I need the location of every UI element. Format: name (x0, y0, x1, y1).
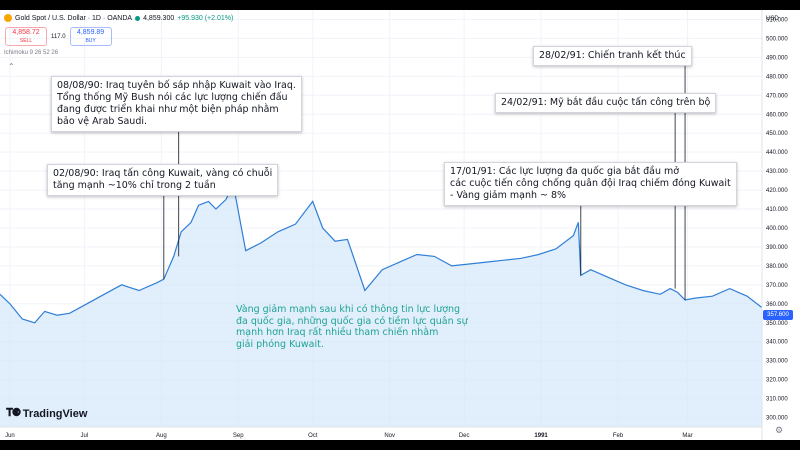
x-tick-label: Jul (81, 433, 89, 439)
y-tick-label: 490.000 (766, 55, 788, 61)
y-tick-label: 370.000 (766, 283, 788, 289)
y-tick-label: 300.000 (766, 416, 788, 422)
sell-button[interactable]: 4,858.72 SELL (5, 27, 47, 46)
commentary-note: Vàng giảm mạnh sau khi có thông tin lực … (236, 304, 468, 350)
y-tick-label: 390.000 (766, 245, 788, 251)
x-tick-label: Jun (5, 433, 15, 439)
sell-price: 4,858.72 (12, 29, 40, 36)
annotation-1990-08-02[interactable]: 02/08/90: Iraq tấn công Kuwait, vàng có … (47, 164, 279, 196)
annotation-line: 02/08/90: Iraq tấn công Kuwait, vàng có … (53, 168, 273, 179)
buy-button[interactable]: 4,859.89 BUY (69, 27, 112, 46)
annotation-line: 24/02/91: Mỹ bắt đầu cuộc tấn công trên … (501, 97, 711, 108)
annotation-line: Tổng thống Mỹ Bush nói các lực lượng chi… (57, 92, 288, 103)
market-open-icon (135, 15, 141, 21)
price-line (0, 182, 763, 324)
gear-icon[interactable]: ⚙ (775, 425, 784, 435)
annotation-line: 17/01/91: Các lực lượng đa quốc gia bắt … (450, 166, 680, 177)
y-tick-label: 470.000 (766, 93, 788, 99)
y-tick-label: 350.000 (766, 321, 788, 327)
x-tick-label: Aug (156, 433, 167, 439)
x-tick-label: Mar (682, 433, 692, 439)
annotation-line: các cuộc tiến công chống quân đội Iraq c… (450, 178, 731, 189)
last-price-tag: 357.600 (763, 310, 793, 320)
y-tick-label: 320.000 (766, 378, 788, 384)
x-tick-label: Sep (233, 433, 244, 439)
y-tick-label: 440.000 (766, 150, 788, 156)
header-change: +95.930 (+2.01%) (177, 14, 234, 22)
price-chart[interactable]: 300.000 310.000 320.000 330.000 340.000 350.0… (0, 10, 800, 440)
x-tick-label: 1991 (534, 433, 548, 439)
x-tick-label: Oct (308, 433, 318, 439)
annotation-1991-02-24[interactable]: 24/02/91: Mỹ bắt đầu cuộc tấn công trên … (495, 93, 717, 113)
y-tick-label: 430.000 (766, 169, 788, 175)
currency-label[interactable]: USD (766, 16, 779, 22)
brand-text: TradingView (22, 407, 88, 420)
y-tick-label: 450.000 (766, 131, 788, 137)
spread-value: 117.0 (51, 33, 66, 40)
annotation-line: tăng mạnh ~10% chỉ trong 2 tuần (53, 180, 216, 191)
symbol-header[interactable]: Gold Spot / U.S. Dollar · 1D · OANDA 4,8… (4, 14, 233, 22)
header-price: 4,859.300 (143, 14, 175, 22)
annotation-1991-01-17[interactable]: 17/01/91: Các lực lượng đa quốc gia bắt … (444, 162, 737, 206)
y-tick-label: 420.000 (766, 188, 788, 194)
y-tick-label: 500.000 (766, 36, 788, 42)
sell-label: SELL (19, 38, 33, 44)
y-tick-label: 400.000 (766, 226, 788, 232)
note-line: Vàng giảm mạnh sau khi có thông tin lực … (236, 304, 461, 315)
note-line: giải phóng Kuwait. (236, 338, 324, 350)
annotation-1990-08-08[interactable]: 08/08/90: Iraq tuyên bố sáp nhập Kuwait … (51, 76, 302, 132)
annotation-1991-02-28[interactable]: 28/02/91: Chiến tranh kết thúc (533, 46, 692, 66)
y-tick-label: 340.000 (766, 340, 788, 346)
y-tick-label: 510.000 (766, 17, 788, 23)
gold-symbol-icon (4, 14, 12, 22)
symbol-title[interactable]: Gold Spot / U.S. Dollar · 1D · OANDA (15, 14, 133, 22)
y-tick-label: 360.000 (766, 302, 788, 308)
annotation-line: - Vàng giảm mạnh ~ 8% (450, 190, 567, 201)
y-tick-label: 330.000 (766, 359, 788, 365)
note-line: đa quốc gia, những quốc gia có tiềm lực … (236, 315, 468, 327)
buy-label: BUY (85, 38, 96, 44)
x-tick-label: Feb (613, 433, 624, 439)
tradingview-logo[interactable]: 𝐓⚈ TradingView (6, 407, 87, 420)
annotation-line: bảo vệ Arab Saudi. (57, 116, 148, 127)
tradingview-chart-window: 300.000 310.000 320.000 330.000 340.000 350.0… (0, 10, 800, 440)
annotation-line: 08/08/90: Iraq tuyên bố sáp nhập Kuwait … (57, 80, 296, 91)
y-tick-label: 460.000 (766, 112, 788, 118)
annotation-line: đang được triển khai như một biện pháp n… (57, 104, 279, 115)
x-tick-label: Dec (459, 433, 470, 439)
x-tick-label: Nov (384, 433, 395, 439)
y-tick-label: 380.000 (766, 264, 788, 270)
y-tick-label: 410.000 (766, 207, 788, 213)
tradingview-logo-icon: 𝐓⚈ (6, 407, 21, 419)
buy-price: 4,859.89 (76, 29, 105, 36)
note-line: mạnh hơn Iraq rất nhiều tham chiến nhằm (236, 327, 439, 338)
y-tick-label: 310.000 (766, 397, 788, 403)
trade-panel: 4,858.72 SELL 117.0 4,859.89 BUY (5, 27, 112, 46)
collapse-chevron-icon[interactable]: ⌃ (8, 62, 15, 71)
y-tick-label: 480.000 (766, 74, 788, 80)
annotation-line: 28/02/91: Chiến tranh kết thúc (539, 50, 686, 61)
indicator-legend[interactable]: Ichimoku 9 26 52 26 (4, 50, 59, 56)
price-area-fill (0, 184, 762, 427)
